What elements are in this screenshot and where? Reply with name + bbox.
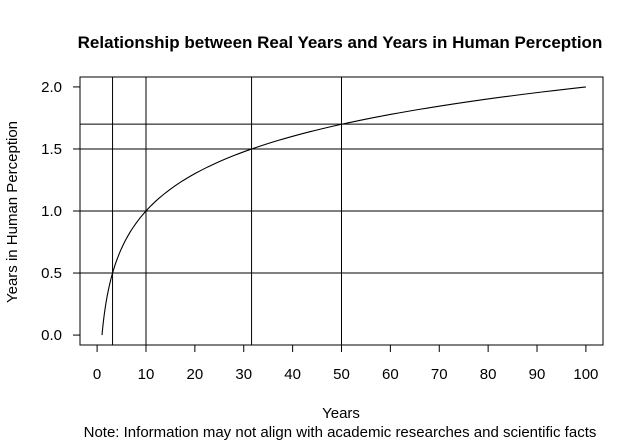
x-tick-label: 50 <box>333 366 350 383</box>
x-axis-label: Years <box>322 405 360 422</box>
y-tick-label: 1.0 <box>41 203 62 220</box>
x-tick-label: 100 <box>573 366 598 383</box>
y-tick-label: 1.5 <box>41 141 62 158</box>
x-tick-label: 90 <box>529 366 546 383</box>
reference-lines <box>80 77 603 345</box>
x-tick-label: 20 <box>187 366 204 383</box>
series-layer <box>101 86 586 336</box>
y-tick-label: 0.5 <box>41 265 62 282</box>
x-tick-label: 0 <box>93 366 101 383</box>
x-axis: 0 10 20 30 40 50 60 70 80 90 100 <box>93 344 598 383</box>
y-axis-label: Years in Human Perception <box>4 121 21 303</box>
chart-note: Note: Information may not align with aca… <box>84 424 597 441</box>
chart-title: Relationship between Real Years and Year… <box>78 33 603 52</box>
x-tick-label: 60 <box>382 366 399 383</box>
series-line <box>101 86 586 336</box>
x-tick-label: 10 <box>138 366 155 383</box>
y-tick-label: 2.0 <box>41 79 62 96</box>
y-axis: 0.0 0.5 1.0 1.5 2.0 <box>41 79 81 344</box>
x-tick-label: 40 <box>284 366 301 383</box>
x-tick-label: 80 <box>480 366 497 383</box>
y-tick-label: 0.0 <box>41 327 62 344</box>
x-tick-label: 30 <box>235 366 252 383</box>
x-tick-label: 70 <box>431 366 448 383</box>
